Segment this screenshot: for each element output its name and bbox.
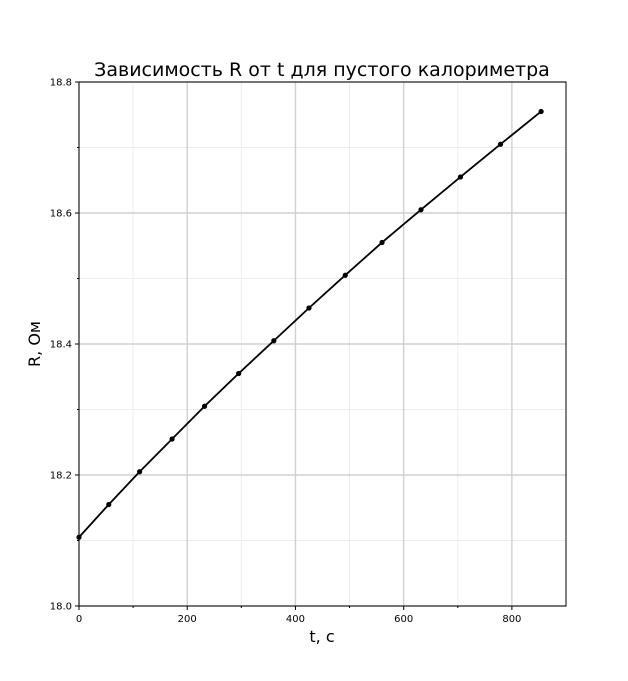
- x-tick-label: 0: [76, 614, 82, 625]
- data-point: [379, 239, 385, 246]
- series-line: [78, 110, 542, 538]
- x-tick-label: 400: [286, 614, 305, 625]
- data-point: [106, 501, 112, 508]
- y-tick-label: 18.8: [50, 78, 72, 89]
- x-tick-label: 800: [502, 614, 521, 625]
- y-axis-label: R, Ом: [25, 321, 44, 367]
- chart-title: Зависимость R от t для пустого калоримет…: [94, 59, 550, 81]
- ticks: 0 200 400 600 800 18.0 18.2 18.4 18.6 18.8: [50, 78, 522, 626]
- series: [76, 108, 544, 540]
- data-point: [271, 338, 277, 344]
- y-tick-label: 18.4: [50, 340, 72, 351]
- data-point: [137, 469, 143, 475]
- x-tick-label: 600: [394, 614, 413, 625]
- data-point: [236, 370, 242, 377]
- y-tick-label: 18.2: [50, 471, 72, 482]
- data-point: [538, 108, 544, 115]
- data-point: [201, 403, 208, 409]
- data-point: [169, 436, 175, 442]
- data-point: [497, 141, 504, 147]
- y-tick-label: 18.6: [50, 209, 72, 220]
- data-point: [306, 305, 312, 311]
- y-tick-label: 18.0: [50, 602, 72, 613]
- data-point: [342, 272, 348, 278]
- data-point: [457, 174, 464, 180]
- x-tick-label: 200: [178, 614, 197, 625]
- x-axis-label: t, с: [309, 627, 334, 646]
- data-point: [418, 207, 424, 213]
